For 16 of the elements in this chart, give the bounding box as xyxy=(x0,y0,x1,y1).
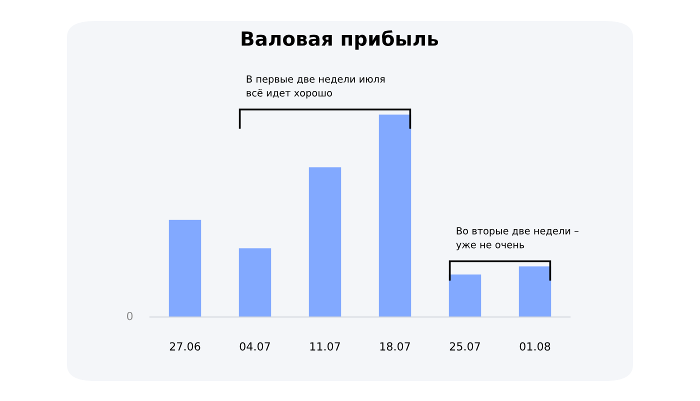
x-tick-label: 04.07 xyxy=(240,342,270,351)
x-tick-label: 01.08 xyxy=(520,342,550,351)
bar xyxy=(518,266,552,317)
bar xyxy=(308,167,342,317)
x-tick-label: 18.07 xyxy=(380,342,410,351)
bar xyxy=(448,274,482,317)
x-tick-label: 27.06 xyxy=(170,342,200,351)
chart-title: Валовая прибыль xyxy=(242,30,438,50)
bar xyxy=(238,248,272,317)
x-tick-label: 25.07 xyxy=(450,342,480,351)
bar xyxy=(378,114,412,317)
text: В первые две недели июля всё идет хорошо xyxy=(246,75,385,98)
text: 0 xyxy=(126,312,133,320)
annotation: Во вторые две недели – уже не очень xyxy=(456,227,578,250)
x-tick-label: 11.07 xyxy=(310,342,340,351)
bar xyxy=(168,220,202,317)
